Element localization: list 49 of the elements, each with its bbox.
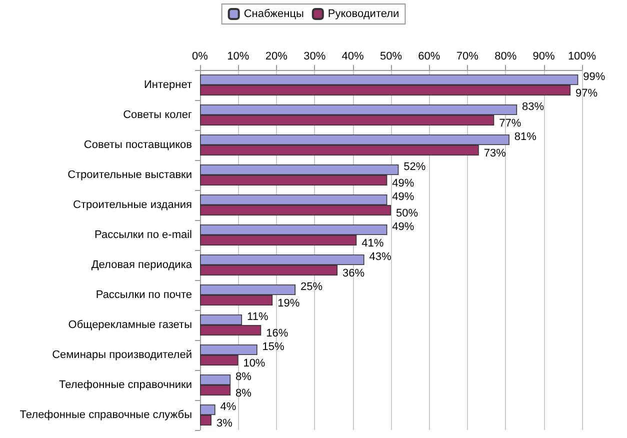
y-tick-label: Интернет	[144, 79, 192, 91]
x-tick-label: 90%	[532, 50, 556, 62]
y-tick-label: Рассылки по e-mail	[94, 229, 192, 241]
data-label: 11%	[247, 310, 268, 323]
x-tick-label: 80%	[494, 50, 517, 62]
data-label: 77%	[499, 117, 522, 130]
y-tick-label: Телефонные справочники	[59, 379, 192, 391]
data-label: 99%	[583, 70, 606, 83]
x-tick-label: 50%	[380, 50, 402, 62]
data-label: 8%	[236, 387, 252, 400]
data-label: 49%	[392, 177, 414, 190]
data-label: 25%	[300, 280, 323, 293]
y-tick-label: Деловая периодика	[91, 259, 193, 271]
data-label: 52%	[404, 160, 426, 173]
x-tick-label: 30%	[304, 50, 326, 62]
data-label: 16%	[266, 327, 288, 340]
data-label: 83%	[522, 100, 544, 113]
data-label: 43%	[369, 250, 392, 263]
data-label: 41%	[362, 237, 384, 250]
y-tick-label: Советы поставщиков	[84, 139, 192, 151]
x-tick-label: 0%	[192, 50, 208, 62]
y-tick-label: Советы колег	[123, 109, 192, 121]
data-label: 3%	[216, 417, 233, 430]
data-label: 50%	[396, 207, 418, 220]
data-label: 49%	[392, 190, 414, 203]
data-label: 81%	[514, 130, 537, 143]
y-tick-label: Строительные выставки	[68, 169, 192, 181]
x-tick-label: 70%	[456, 50, 479, 62]
x-tick-label: 60%	[418, 50, 440, 62]
data-label: 15%	[262, 340, 285, 353]
y-tick-label: Рассылки по почте	[96, 289, 192, 301]
data-label: 36%	[342, 267, 365, 280]
x-tick-label: 40%	[342, 50, 364, 62]
data-label: 4%	[220, 400, 236, 413]
y-tick-label: Семинары производителей	[52, 349, 192, 361]
data-label: 49%	[392, 220, 414, 233]
x-tick-label: 10%	[227, 50, 250, 62]
data-label: 8%	[236, 370, 252, 383]
x-tick-label: 20%	[265, 50, 288, 62]
x-tick-label: 100%	[568, 50, 596, 62]
data-label: 10%	[243, 357, 266, 370]
data-label: 97%	[576, 87, 598, 100]
data-label: 73%	[484, 147, 506, 160]
y-tick-label: Общерекламные газеты	[68, 319, 192, 331]
data-label: 19%	[278, 297, 300, 310]
legend-label: Руководители	[328, 8, 400, 20]
legend-label: Снабженцы	[244, 8, 304, 20]
y-tick-label: Телефонные справочные службы	[20, 409, 192, 421]
y-tick-label: Строительные издания	[73, 199, 192, 211]
